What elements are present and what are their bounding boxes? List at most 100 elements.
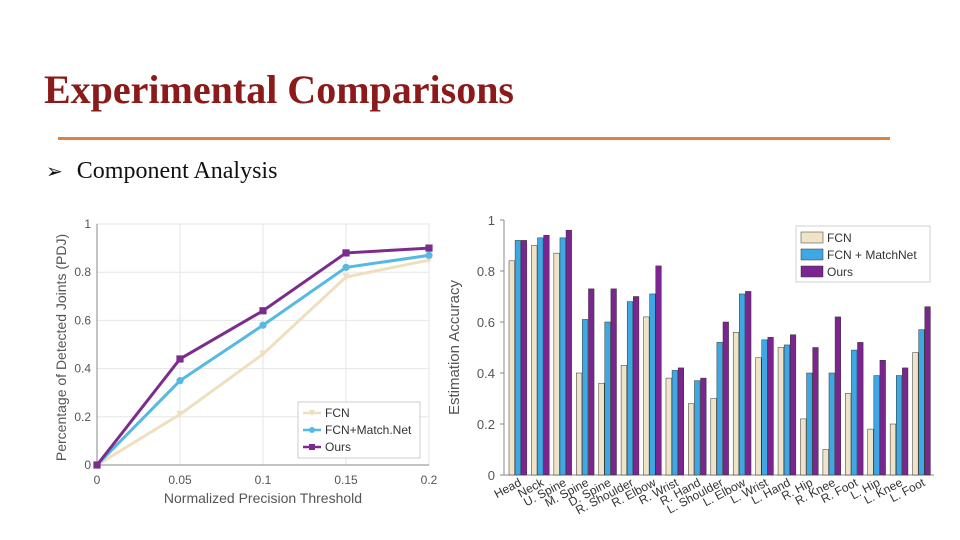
data-point: [309, 427, 315, 433]
slide-title: Experimental Comparisons: [44, 67, 514, 112]
bar: [806, 372, 813, 476]
y-tick-label: 0.8: [477, 264, 495, 279]
bar: [879, 360, 886, 476]
data-point: [309, 410, 315, 416]
bar: [745, 291, 752, 476]
data-point: [425, 244, 433, 252]
bar: [626, 301, 634, 476]
bar: [610, 288, 617, 476]
title-divider: [58, 137, 890, 140]
bar: [665, 377, 672, 476]
legend-swatch: [800, 265, 824, 278]
bar: [845, 393, 852, 476]
y-tick-label: 0: [488, 468, 495, 483]
bar: [694, 380, 701, 476]
y-tick-label: 0.2: [74, 410, 91, 424]
bar-group: [822, 316, 841, 476]
bar: [620, 365, 627, 476]
data-point: [176, 377, 184, 385]
x-tick-label: 0: [94, 473, 101, 487]
bar: [902, 367, 909, 476]
bar: [822, 449, 829, 476]
y-tick-label: 0.6: [477, 315, 495, 330]
bar: [812, 347, 819, 476]
legend-box: [297, 401, 421, 459]
bar-group: [800, 347, 819, 476]
bar-group: [643, 265, 662, 476]
bar-group: [553, 229, 572, 476]
bar: [671, 370, 678, 476]
bar: [777, 347, 784, 476]
y-axis-label: Estimation Accuracy: [446, 279, 463, 415]
bar-group: [531, 235, 550, 476]
bar: [896, 375, 903, 476]
legend-label: Ours: [325, 440, 351, 454]
legend-label: FCN + MatchNet: [827, 248, 917, 262]
bar-group: [598, 288, 617, 476]
bar: [677, 367, 684, 476]
bullet-item: ➢ Component Analysis: [46, 158, 277, 185]
series-ours: [93, 244, 433, 469]
bar: [857, 342, 864, 476]
bar-group: [710, 321, 729, 476]
pdj-line-chart: 0 0.2 0.4 0.6 0.8 1 0 0.05 0.1 0.15 0.2 Normalized …: [53, 217, 438, 506]
bar: [559, 237, 566, 476]
data-point: [342, 273, 350, 281]
bar-group: [688, 377, 707, 476]
bar: [565, 229, 572, 476]
x-tick-label: 0.05: [168, 473, 192, 487]
bar: [649, 293, 656, 476]
x-tick-label: 0.1: [255, 473, 272, 487]
bar: [598, 382, 605, 476]
bar: [604, 321, 611, 476]
bar: [755, 357, 762, 476]
bar-group: [665, 367, 684, 476]
bar: [582, 319, 589, 476]
data-point: [342, 263, 350, 271]
bar: [912, 352, 919, 476]
bar-group: [620, 296, 640, 476]
bar: [918, 329, 925, 476]
data-point: [259, 350, 267, 358]
bar: [761, 339, 768, 476]
y-tick-label: 1: [488, 213, 495, 228]
legend-label: FCN: [827, 231, 852, 245]
bar: [655, 265, 662, 476]
y-tick-label: 0.4: [74, 362, 91, 376]
bar: [873, 375, 880, 476]
bar: [867, 428, 874, 476]
bar: [520, 240, 528, 476]
bar: [851, 349, 858, 476]
bar: [790, 334, 797, 476]
bar-group: [845, 342, 864, 476]
bar: [553, 252, 560, 476]
data-point: [259, 307, 267, 315]
x-tick-label: 0.15: [334, 473, 358, 487]
bar: [531, 245, 538, 476]
bar-group: [508, 240, 528, 476]
bar: [543, 235, 550, 476]
bar-group: [867, 360, 886, 476]
bar-group: [755, 337, 774, 476]
arrow-bullet-icon: ➢: [46, 159, 63, 183]
bar: [889, 423, 897, 476]
y-tick-label: 0: [84, 458, 91, 472]
bar: [828, 372, 835, 476]
legend-swatch: [800, 231, 824, 244]
bar: [514, 240, 521, 476]
legend-label: FCN+Match.Net: [325, 423, 412, 437]
bar: [688, 403, 695, 476]
legend-label: FCN: [325, 406, 350, 420]
data-point: [309, 444, 315, 450]
data-point: [176, 410, 184, 418]
legend: FCN FCN + MatchNet Ours: [795, 225, 931, 283]
y-axis-label: Percentage of Detected Joints (PDJ): [53, 234, 69, 461]
bar: [633, 296, 640, 476]
bar-group: [912, 306, 931, 476]
legend-swatch: [800, 248, 824, 261]
x-tick-label: 0.2: [421, 473, 438, 487]
bar: [710, 398, 717, 476]
bar: [767, 337, 774, 476]
y-tick-label: 0.2: [477, 417, 495, 432]
